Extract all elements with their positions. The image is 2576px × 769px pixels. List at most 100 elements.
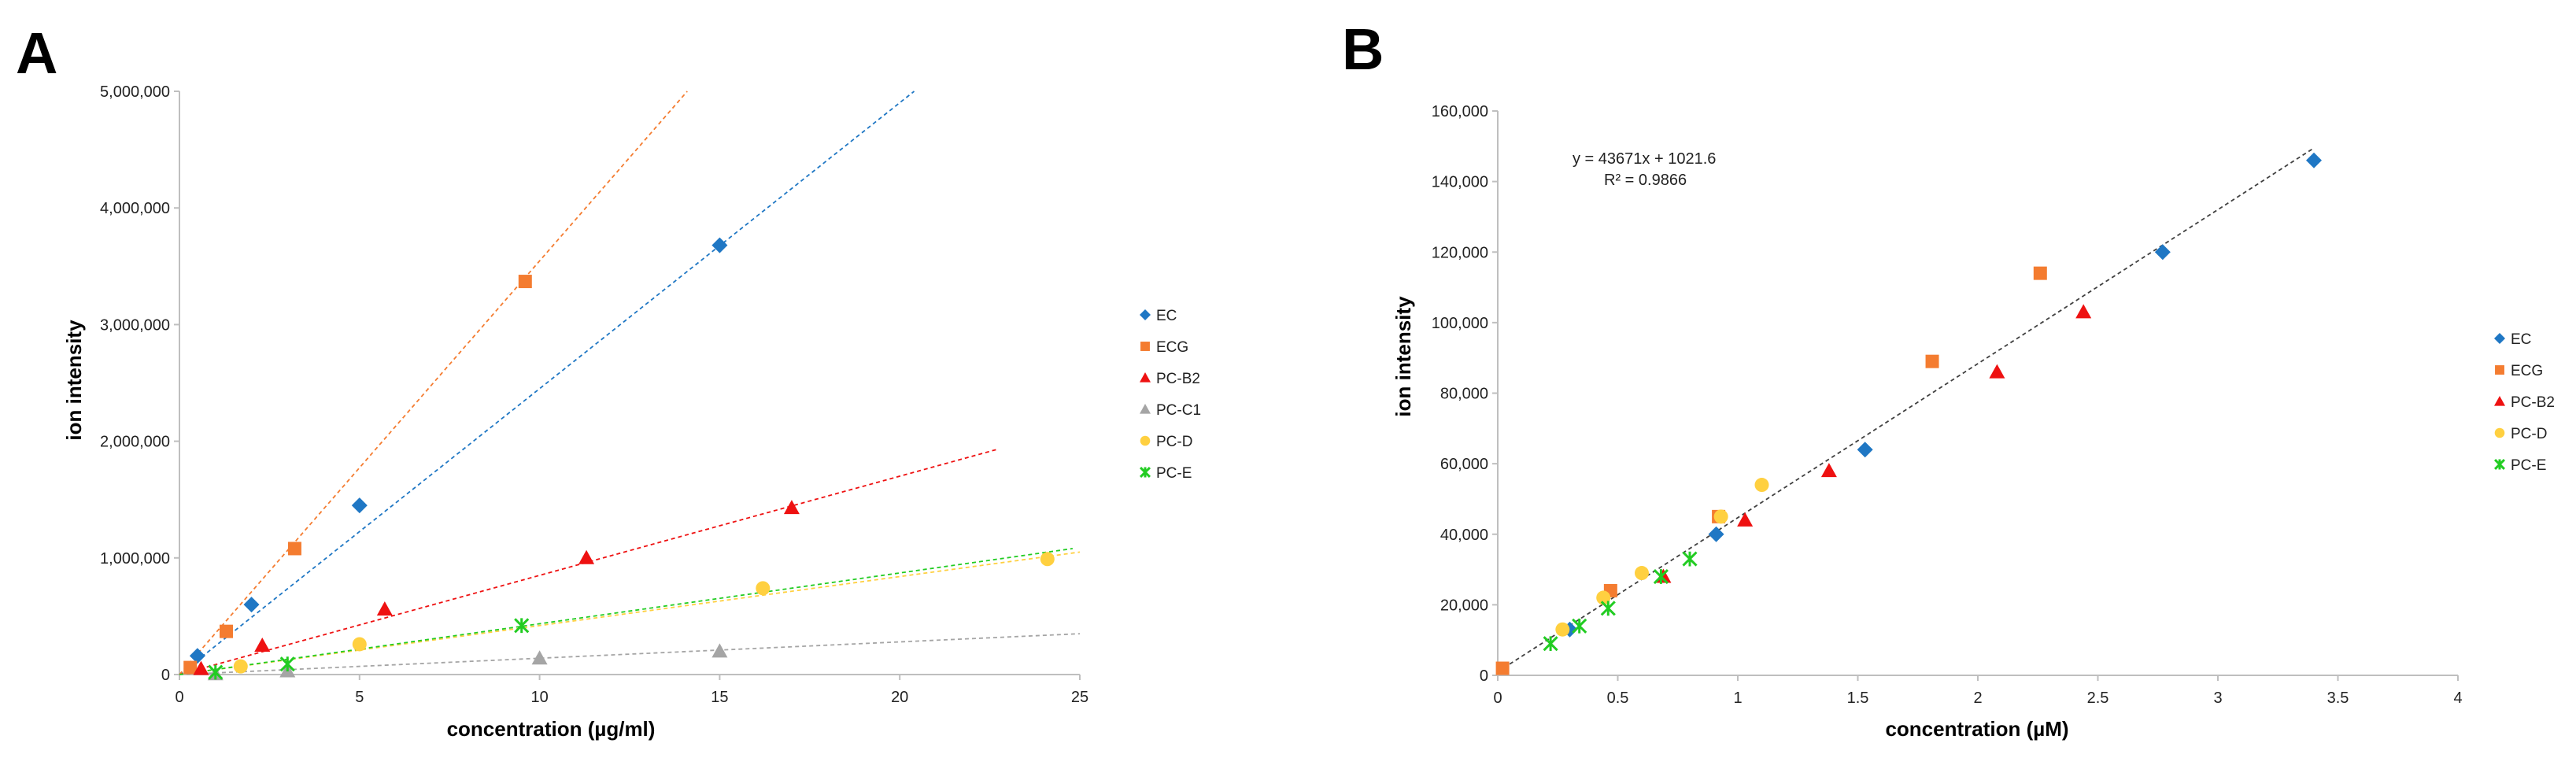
legend-label-pc-c1: PC-C1	[1156, 402, 1201, 419]
legend-marker-ecg	[1140, 342, 1150, 351]
point-ec	[2154, 244, 2171, 261]
legend-a: EC ECG PC-B2 PC-C1 PC-D PC-E	[1139, 308, 1201, 482]
panel-a: A 0 1,000,000 2,000,000 3,000,000 4,000,000 5…	[16, 20, 1201, 741]
legend-label-ec: EC	[2511, 331, 2531, 348]
legend-marker-pc-d	[2494, 427, 2505, 438]
legend-marker-pc-b2	[1140, 372, 1151, 383]
point-pc-e	[1600, 601, 1616, 616]
x-tick-label: 5	[355, 689, 364, 706]
y-tick-label: 1,000,000	[100, 550, 170, 568]
legend-label-pc-e: PC-E	[2511, 457, 2546, 474]
legend-b: EC ECG PC-B2 PC-D PC-E	[2493, 331, 2555, 474]
legend-label-ecg: ECG	[2511, 363, 2543, 379]
point-pc-e	[1682, 551, 1698, 567]
x-tick-label: 0	[175, 689, 183, 706]
point-pc-e	[1543, 636, 1558, 652]
x-tick-label: 1.5	[1847, 690, 1869, 707]
point-ec	[2306, 152, 2322, 168]
x-tick-label: 4	[2453, 690, 2462, 707]
y-tick-label: 4,000,000	[100, 200, 170, 217]
x-tick-labels-a: 0 5 10 15 20 25	[175, 689, 1088, 706]
legend-marker-pc-e	[2493, 458, 2506, 471]
trendline-ec	[179, 91, 915, 675]
point-ec	[1708, 526, 1724, 542]
point-pc-d	[756, 581, 771, 596]
points-b	[1495, 152, 2322, 675]
y-tick-label: 0	[161, 667, 170, 684]
point-pc-e	[1572, 618, 1587, 634]
point-pc-d	[1713, 509, 1728, 524]
point-pc-d	[1040, 552, 1055, 567]
y-tick-label: 60,000	[1440, 456, 1488, 473]
point-pc-d	[352, 637, 367, 652]
points-a	[183, 237, 1055, 681]
y-tick-label: 100,000	[1432, 315, 1488, 332]
point-pc-b2	[2075, 304, 2092, 319]
trendline-pc-e	[179, 548, 1073, 675]
trend-equation: y = 43671x + 1021.6	[1573, 150, 1716, 168]
y-tick-label: 120,000	[1432, 244, 1488, 261]
point-ecg	[518, 275, 532, 289]
point-pc-d	[1555, 622, 1570, 637]
panel-b: B 0 20,000 40,000 60,000 80,000 100,000 120,00…	[1342, 17, 2555, 741]
point-ecg	[1925, 354, 1939, 368]
point-pc-e	[514, 618, 530, 634]
point-ec	[1857, 442, 1873, 458]
axes-b	[1492, 110, 2459, 681]
x-tick-label: 0	[1493, 690, 1502, 707]
point-pc-b2	[783, 500, 800, 515]
y-tick-label: 40,000	[1440, 527, 1488, 544]
y-tick-label: 0	[1480, 667, 1488, 685]
point-pc-e	[1653, 568, 1669, 585]
x-tick-label: 15	[711, 689, 728, 706]
x-tick-label: 20	[891, 689, 908, 706]
legend-marker-pc-d	[1140, 435, 1151, 446]
point-ecg	[1495, 661, 1510, 675]
point-pc-b2	[254, 637, 271, 652]
legend-label-pc-d: PC-D	[1156, 434, 1192, 450]
point-pc-d	[233, 659, 248, 674]
point-pc-b2	[193, 660, 209, 675]
trend-r-squared: R² = 0.9866	[1604, 172, 1687, 189]
legend-label-ecg: ECG	[1156, 339, 1188, 356]
x-axis-title-b: concentration (µM)	[1885, 717, 2068, 741]
point-pc-e	[208, 664, 224, 680]
legend-marker-ec	[1140, 309, 1151, 320]
y-tick-label: 5,000,000	[100, 83, 170, 101]
legend-marker-pc-c1	[1140, 404, 1151, 414]
x-tick-label: 10	[530, 689, 548, 706]
point-pc-c1	[531, 650, 548, 665]
y-tick-label: 160,000	[1432, 103, 1488, 120]
point-pc-b2	[1737, 512, 1754, 527]
axes-a	[174, 91, 1081, 680]
legend-label-pc-e: PC-E	[1156, 465, 1192, 482]
y-tick-label: 140,000	[1432, 174, 1488, 191]
point-ecg	[183, 660, 198, 675]
point-pc-b2	[1820, 463, 1837, 478]
point-pc-b2	[578, 549, 595, 564]
x-tick-label: 25	[1071, 689, 1088, 706]
point-ecg	[2033, 266, 2047, 280]
y-axis-title-b: ion intensity	[1391, 296, 1415, 417]
x-tick-label: 1	[1733, 690, 1742, 707]
overall-trendline	[1497, 147, 2315, 673]
point-ecg	[287, 542, 301, 556]
point-pc-d	[1596, 590, 1611, 605]
legend-marker-ecg	[2495, 365, 2504, 375]
y-tick-labels-a: 0 1,000,000 2,000,000 3,000,000 4,000,000 5,0…	[100, 83, 170, 684]
y-tick-label: 2,000,000	[100, 434, 170, 451]
x-tick-label: 3.5	[2327, 690, 2349, 707]
panel-label-a: A	[16, 20, 57, 86]
x-tick-label: 0.5	[1607, 690, 1629, 707]
y-tick-label: 80,000	[1440, 386, 1488, 403]
legend-label-pc-d: PC-D	[2511, 426, 2547, 442]
trendline-ecg	[179, 91, 688, 675]
y-tick-label: 3,000,000	[100, 316, 170, 334]
legend-marker-pc-b2	[2494, 396, 2505, 406]
y-tick-labels-b: 0 20,000 40,000 60,000 80,000 100,000 120,000 1…	[1432, 103, 1488, 685]
trendline-pc-d	[179, 551, 1081, 675]
trendlines-b	[1497, 147, 2315, 673]
x-tick-label: 3	[2213, 690, 2222, 707]
point-ec	[189, 648, 205, 664]
